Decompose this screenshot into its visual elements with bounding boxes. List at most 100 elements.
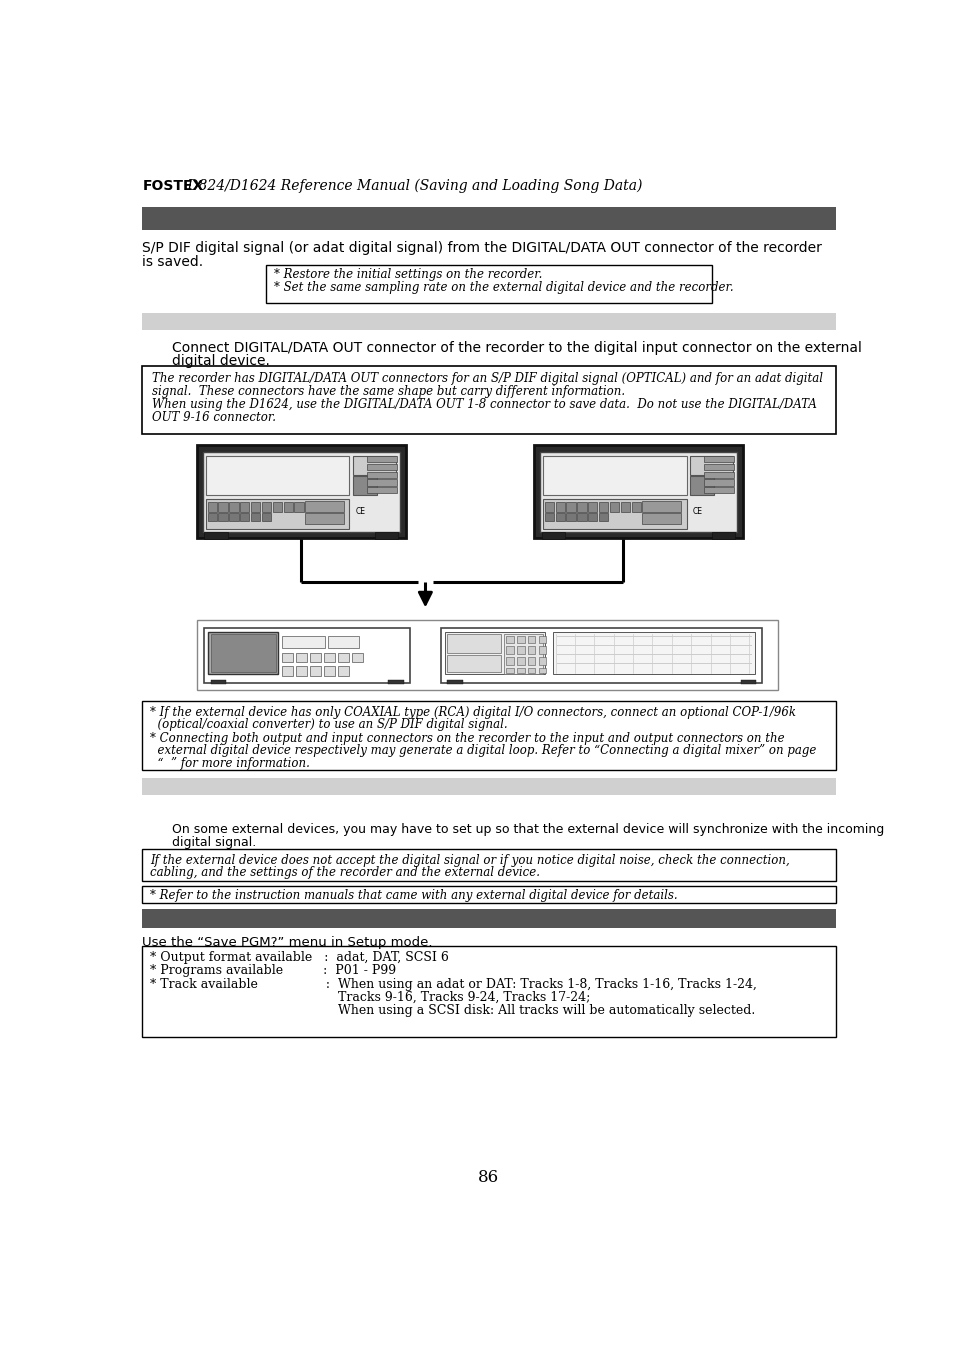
Bar bbox=[282, 636, 324, 648]
Text: The recorder has DIGITAL/DATA OUT connectors for an S/P DIF digital signal (OPTI: The recorder has DIGITAL/DATA OUT connec… bbox=[152, 372, 821, 385]
Text: When using a SCSI disk: All tracks will be automatically selected.: When using a SCSI disk: All tracks will … bbox=[150, 1004, 755, 1017]
Bar bbox=[544, 513, 554, 521]
Text: * Refer to the instruction manuals that came with any external digital device fo: * Refer to the instruction manuals that … bbox=[150, 889, 678, 902]
Bar bbox=[537, 646, 546, 654]
Bar bbox=[142, 909, 835, 928]
Bar bbox=[337, 666, 348, 676]
Circle shape bbox=[535, 492, 540, 497]
Bar bbox=[641, 501, 680, 512]
Circle shape bbox=[378, 508, 391, 521]
Bar bbox=[577, 503, 586, 512]
Bar bbox=[142, 366, 835, 434]
Text: FOSTEX: FOSTEX bbox=[142, 180, 204, 193]
Bar bbox=[537, 667, 546, 673]
Bar bbox=[142, 701, 835, 770]
Bar bbox=[690, 477, 713, 494]
Text: signal.  These connectors have the same shape but carry different information.: signal. These connectors have the same s… bbox=[152, 385, 624, 397]
Text: is saved.: is saved. bbox=[142, 254, 203, 269]
Bar bbox=[539, 451, 736, 532]
Circle shape bbox=[394, 639, 402, 648]
Bar bbox=[587, 513, 597, 521]
Bar bbox=[609, 503, 618, 512]
Bar bbox=[517, 667, 524, 673]
Text: external digital device respectively may generate a digital loop. Refer to “Conn: external digital device respectively may… bbox=[150, 744, 816, 758]
Text: Use the “Save PGM?” menu in Setup mode.: Use the “Save PGM?” menu in Setup mode. bbox=[142, 936, 433, 948]
Bar bbox=[388, 681, 403, 684]
Bar bbox=[447, 634, 500, 654]
Bar bbox=[282, 666, 293, 676]
Bar bbox=[740, 681, 756, 684]
Bar bbox=[283, 503, 293, 512]
Bar bbox=[251, 503, 260, 512]
Bar bbox=[323, 653, 335, 662]
Bar bbox=[447, 681, 462, 684]
Bar bbox=[367, 488, 396, 493]
Bar bbox=[553, 632, 754, 674]
Text: CE: CE bbox=[355, 507, 365, 516]
Bar bbox=[537, 657, 546, 665]
Bar bbox=[587, 503, 597, 512]
Text: S/P DIF digital signal (or adat digital signal) from the DIGITAL/DATA OUT connec: S/P DIF digital signal (or adat digital … bbox=[142, 242, 821, 255]
Bar bbox=[218, 503, 228, 512]
Bar bbox=[544, 503, 554, 512]
Bar bbox=[367, 471, 396, 478]
Bar bbox=[142, 946, 835, 1036]
Bar bbox=[328, 636, 359, 648]
Bar bbox=[690, 505, 713, 523]
Bar bbox=[261, 503, 271, 512]
Bar bbox=[703, 480, 733, 485]
Bar bbox=[537, 636, 546, 643]
Bar bbox=[703, 457, 733, 462]
Bar bbox=[353, 505, 376, 523]
Bar bbox=[229, 503, 238, 512]
Bar bbox=[631, 503, 640, 512]
Bar bbox=[142, 848, 835, 881]
Circle shape bbox=[700, 671, 707, 680]
Circle shape bbox=[736, 523, 741, 528]
Text: * Set the same sampling rate on the external digital device and the recorder.: * Set the same sampling rate on the exte… bbox=[274, 281, 733, 293]
Circle shape bbox=[716, 508, 728, 521]
Bar bbox=[142, 313, 835, 330]
Bar bbox=[261, 513, 271, 521]
Bar bbox=[353, 457, 395, 474]
Bar bbox=[517, 646, 524, 654]
Circle shape bbox=[197, 523, 203, 528]
Bar bbox=[295, 653, 307, 662]
Text: * Output format available   :  adat, DAT, SCSI 6: * Output format available : adat, DAT, S… bbox=[150, 951, 449, 965]
Text: * If the external device has only COAXIAL type (RCA) digital I/O connectors, con: * If the external device has only COAXIA… bbox=[150, 705, 796, 719]
Bar bbox=[527, 657, 535, 665]
Bar bbox=[505, 657, 513, 665]
Bar bbox=[305, 501, 344, 512]
Text: On some external devices, you may have to set up so that the external device wil: On some external devices, you may have t… bbox=[172, 823, 883, 836]
Circle shape bbox=[535, 523, 540, 528]
Bar bbox=[353, 477, 376, 494]
Bar bbox=[555, 503, 564, 512]
Circle shape bbox=[736, 461, 741, 466]
Bar bbox=[367, 463, 396, 470]
Bar bbox=[534, 446, 742, 538]
Bar bbox=[703, 471, 733, 478]
Bar bbox=[505, 667, 513, 673]
Circle shape bbox=[399, 523, 404, 528]
Bar bbox=[598, 503, 608, 512]
Bar bbox=[196, 446, 406, 538]
Bar bbox=[294, 503, 303, 512]
Text: CE: CE bbox=[692, 507, 702, 516]
Text: * Programs available          :  P01 - P99: * Programs available : P01 - P99 bbox=[150, 965, 395, 978]
Bar bbox=[504, 634, 542, 674]
Bar bbox=[367, 457, 396, 462]
Bar bbox=[211, 634, 275, 671]
Bar bbox=[566, 503, 575, 512]
Bar bbox=[240, 503, 249, 512]
Text: * Track available                 :  When using an adat or DAT: Tracks 1-8, Trac: * Track available : When using an adat o… bbox=[150, 978, 757, 990]
Circle shape bbox=[736, 492, 741, 497]
Circle shape bbox=[535, 461, 540, 466]
Bar bbox=[555, 513, 564, 521]
Text: If the external device does not accept the digital signal or if you notice digit: If the external device does not accept t… bbox=[150, 854, 789, 866]
Bar bbox=[352, 653, 362, 662]
Text: * Restore the initial settings on the recorder.: * Restore the initial settings on the re… bbox=[274, 269, 542, 281]
Bar bbox=[440, 628, 761, 684]
Circle shape bbox=[399, 461, 404, 466]
Text: D824/D1624 Reference Manual (Saving and Loading Song Data): D824/D1624 Reference Manual (Saving and … bbox=[183, 180, 641, 193]
Bar bbox=[142, 778, 835, 794]
